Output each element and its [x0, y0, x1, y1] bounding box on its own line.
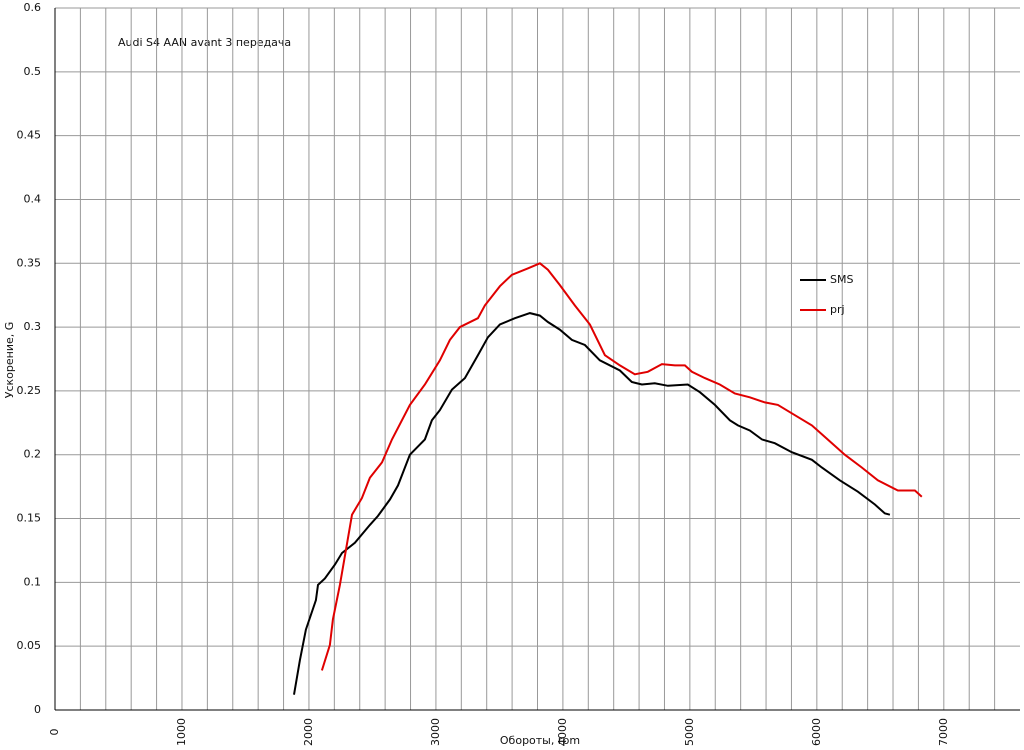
- y-tick-label: 0.15: [17, 512, 42, 525]
- x-tick-label: 5000: [683, 718, 696, 746]
- y-tick-label: 0.35: [17, 256, 42, 269]
- y-tick-label: 0.2: [24, 448, 42, 461]
- y-tick-label: 0.45: [17, 129, 42, 142]
- x-tick-label: 6000: [810, 718, 823, 746]
- x-tick-label: 1000: [175, 718, 188, 746]
- y-tick-label: 0.1: [24, 575, 42, 588]
- y-tick-label: 0: [34, 703, 41, 716]
- y-tick-label: 0.05: [17, 639, 42, 652]
- x-tick-label: 4000: [556, 718, 569, 746]
- y-tick-label: 0.5: [24, 65, 42, 78]
- series-line: [293, 312, 891, 695]
- title-box: [108, 26, 304, 60]
- x-tick-label: 3000: [429, 718, 442, 746]
- x-axis-label: Обороты, rpm: [500, 734, 580, 747]
- series-line: [320, 262, 923, 671]
- y-tick-label: 0.3: [24, 320, 42, 333]
- y-axis-label: Ускорение, G: [3, 322, 16, 399]
- x-tick-label: 7000: [937, 718, 950, 746]
- y-tick-label: 0.4: [24, 192, 42, 205]
- x-tick-label: 2000: [302, 718, 315, 746]
- chart-title: Audi S4 AAN avant 3 передача: [118, 36, 291, 49]
- x-tick-label: 0: [48, 729, 61, 736]
- y-tick-label: 0.25: [17, 384, 42, 397]
- legend-label: prj: [830, 303, 845, 316]
- y-tick-label: 0.6: [24, 1, 42, 14]
- legend-label: SMS: [830, 273, 853, 286]
